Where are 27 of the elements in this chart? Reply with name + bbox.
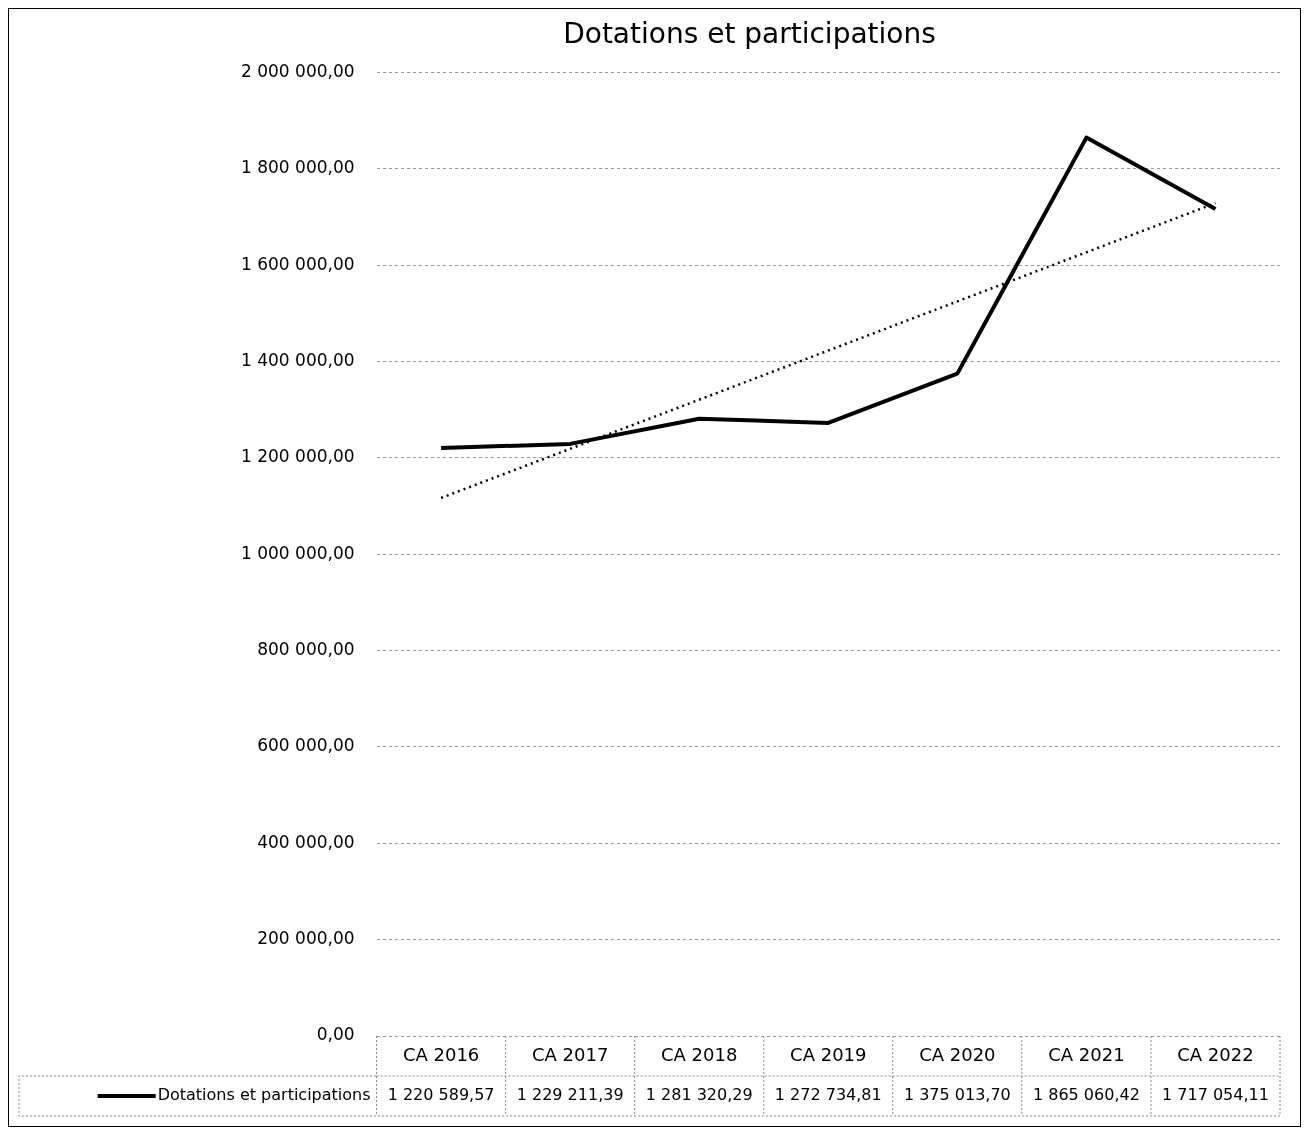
y-tick-label: 1 800 000,00 bbox=[240, 157, 355, 178]
y-tick-label: 800 000,00 bbox=[257, 639, 355, 660]
x-tick-label: CA 2022 bbox=[1177, 1043, 1254, 1065]
y-tick-label: 400 000,00 bbox=[257, 831, 355, 852]
data-label: 1 865 060,42 bbox=[1032, 1085, 1140, 1105]
y-tick-label: 1 200 000,00 bbox=[240, 446, 355, 467]
y-tick-label: 0,00 bbox=[316, 1024, 355, 1045]
y-tick-label: 1 600 000,00 bbox=[240, 253, 355, 274]
data-label: 1 229 211,39 bbox=[516, 1085, 624, 1105]
y-tick-label: 600 000,00 bbox=[257, 735, 355, 756]
x-tick-label: CA 2021 bbox=[1048, 1043, 1125, 1065]
data-label: 1 717 054,11 bbox=[1162, 1085, 1269, 1105]
y-tick-label: 1 000 000,00 bbox=[240, 542, 355, 563]
x-tick-label: CA 2020 bbox=[919, 1043, 996, 1065]
data-label: 1 281 320,29 bbox=[645, 1085, 753, 1105]
y-tick-label: 2 000 000,00 bbox=[240, 61, 355, 82]
data-label: 1 375 013,70 bbox=[903, 1085, 1011, 1105]
x-tick-label: CA 2018 bbox=[661, 1043, 738, 1065]
legend-label: Dotations et participations bbox=[157, 1085, 371, 1105]
x-tick-label: CA 2019 bbox=[790, 1043, 867, 1065]
data-label: 1 272 734,81 bbox=[774, 1085, 882, 1105]
data-label: 1 220 589,57 bbox=[387, 1085, 495, 1105]
x-tick-label: CA 2016 bbox=[402, 1043, 480, 1065]
y-tick-label: 1 400 000,00 bbox=[240, 350, 355, 371]
y-tick-label: 200 000,00 bbox=[257, 928, 355, 949]
chart-title: Dotations et participations bbox=[563, 17, 936, 51]
x-tick-label: CA 2017 bbox=[531, 1043, 609, 1065]
